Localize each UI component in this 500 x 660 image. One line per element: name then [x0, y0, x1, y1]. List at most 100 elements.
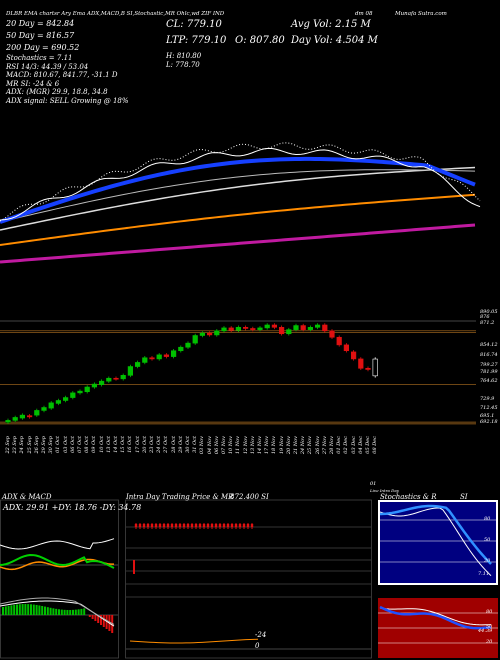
candle-body [142, 357, 148, 363]
price-label: 876 [480, 314, 490, 320]
intraday-bar [186, 524, 190, 527]
macd-bar [13, 604, 16, 615]
candle-body [192, 335, 198, 344]
date-label: 08 Dec [372, 436, 379, 454]
candle-body [127, 366, 134, 376]
macd-bar [41, 605, 44, 615]
macd-bar [58, 609, 60, 615]
macd-bar [46, 607, 49, 615]
candle-body [257, 327, 263, 330]
signal-line [0, 597, 115, 625]
date-label: 29 Oct [177, 436, 184, 453]
intraday-bar [190, 524, 194, 527]
date-label: 09 Oct [91, 436, 98, 453]
intraday-bar [246, 524, 250, 527]
adx-panel-frame [0, 499, 119, 659]
date-label: 30 Sep [48, 436, 55, 454]
macd-bar [27, 604, 30, 615]
stoch-axis-label: 20 [484, 558, 491, 564]
date-label: 20 Nov [285, 436, 292, 455]
candle-body [55, 400, 61, 404]
stoch-axis-label: 50 [484, 537, 491, 543]
macd-bar [72, 609, 74, 615]
macd-bar [66, 609, 69, 615]
date-label: 10 Oct [98, 436, 105, 453]
site-brand: Munafa Sutra.com [395, 11, 447, 17]
intraday-bar [210, 524, 214, 527]
date-label: 28 Oct [170, 436, 177, 453]
price-label: 816.74 [480, 352, 498, 358]
candlestick-chart [0, 320, 476, 425]
intraday-panel-title: Intra Day Trading Price & MR [126, 493, 234, 501]
candle-body [365, 367, 371, 370]
intraday-zero: 0 [255, 642, 260, 650]
candle-body [106, 377, 112, 382]
candle-body [120, 375, 126, 380]
intraday-bar [174, 524, 178, 527]
date-label: 12 Nov [242, 436, 249, 455]
candle-body [343, 344, 350, 352]
candle-body [70, 392, 76, 398]
macd-bar [88, 615, 91, 617]
date-label: 28 Nov [329, 436, 335, 455]
stat-line: MACD: 810.67, 841.77, -31.1 D [6, 71, 118, 80]
stat-line: Stochastics = 7.11 [6, 54, 73, 62]
intraday-bar [182, 524, 186, 527]
date-label: 19 Nov [278, 436, 285, 455]
date-label: 08 Oct [84, 436, 91, 453]
intraday-bar [154, 524, 158, 527]
price-label: 854.12 [480, 342, 498, 348]
rsi-line [379, 605, 492, 630]
macd-bar [55, 608, 58, 615]
candle-body [135, 362, 141, 367]
candle-body [221, 327, 227, 332]
candle-body [113, 377, 119, 380]
date-label: 29 Sep [41, 436, 47, 454]
candle-body [322, 324, 328, 332]
stat-line: 20 Day = 842.84 [6, 19, 75, 28]
candle-body [214, 330, 220, 336]
candle-body [91, 383, 97, 388]
date-label: 22 Sep [5, 436, 11, 454]
price-label: 695.1 [480, 413, 495, 419]
intraday-bar [234, 524, 238, 527]
tail-sublabel: Live Intra Day [370, 488, 400, 493]
intraday-bar [226, 524, 230, 527]
tail-label: 01 [370, 481, 377, 487]
candle-body [336, 336, 342, 346]
date-label: 20 Oct [141, 436, 148, 453]
price-label: 764.62 [480, 378, 498, 384]
candle-body [99, 380, 105, 385]
date-label: 18 Nov [271, 436, 278, 455]
stat-line: RSI 14/3: 44.39 / 53.04 [6, 62, 89, 71]
date-label: 25 Sep [26, 436, 33, 454]
date-label: 02 Dec [343, 436, 350, 454]
intraday-bar [242, 524, 246, 527]
date-label: 11 Nov [235, 436, 242, 455]
intraday-bar [178, 524, 182, 527]
macd-bar [38, 605, 41, 615]
rsi-axis-label: 50 [486, 624, 493, 630]
macd-bar [69, 609, 72, 615]
macd-bar [16, 604, 18, 615]
candle-body [350, 351, 357, 360]
high-value: H: 810.80 [166, 52, 202, 60]
macd-bar [94, 615, 97, 621]
date-label: 07 Oct [77, 436, 83, 453]
macd-bar [52, 608, 55, 615]
date-label: 24 Sep [19, 436, 26, 454]
candle-body [372, 358, 378, 377]
candle-body [235, 327, 242, 331]
date-label: 13 Oct [105, 436, 112, 453]
date-label: 10 Nov [228, 436, 235, 455]
candle-body [199, 332, 206, 336]
candle-body [228, 327, 234, 331]
price-label: 890.05 [480, 309, 498, 315]
date-label: 21 Nov [293, 436, 299, 455]
candle-body [156, 354, 162, 360]
date-label: 27 Oct [163, 436, 170, 453]
date-label: 14 Oct [113, 436, 119, 453]
date-tag: dm 08 [355, 11, 373, 17]
plus-di-line [0, 554, 115, 569]
